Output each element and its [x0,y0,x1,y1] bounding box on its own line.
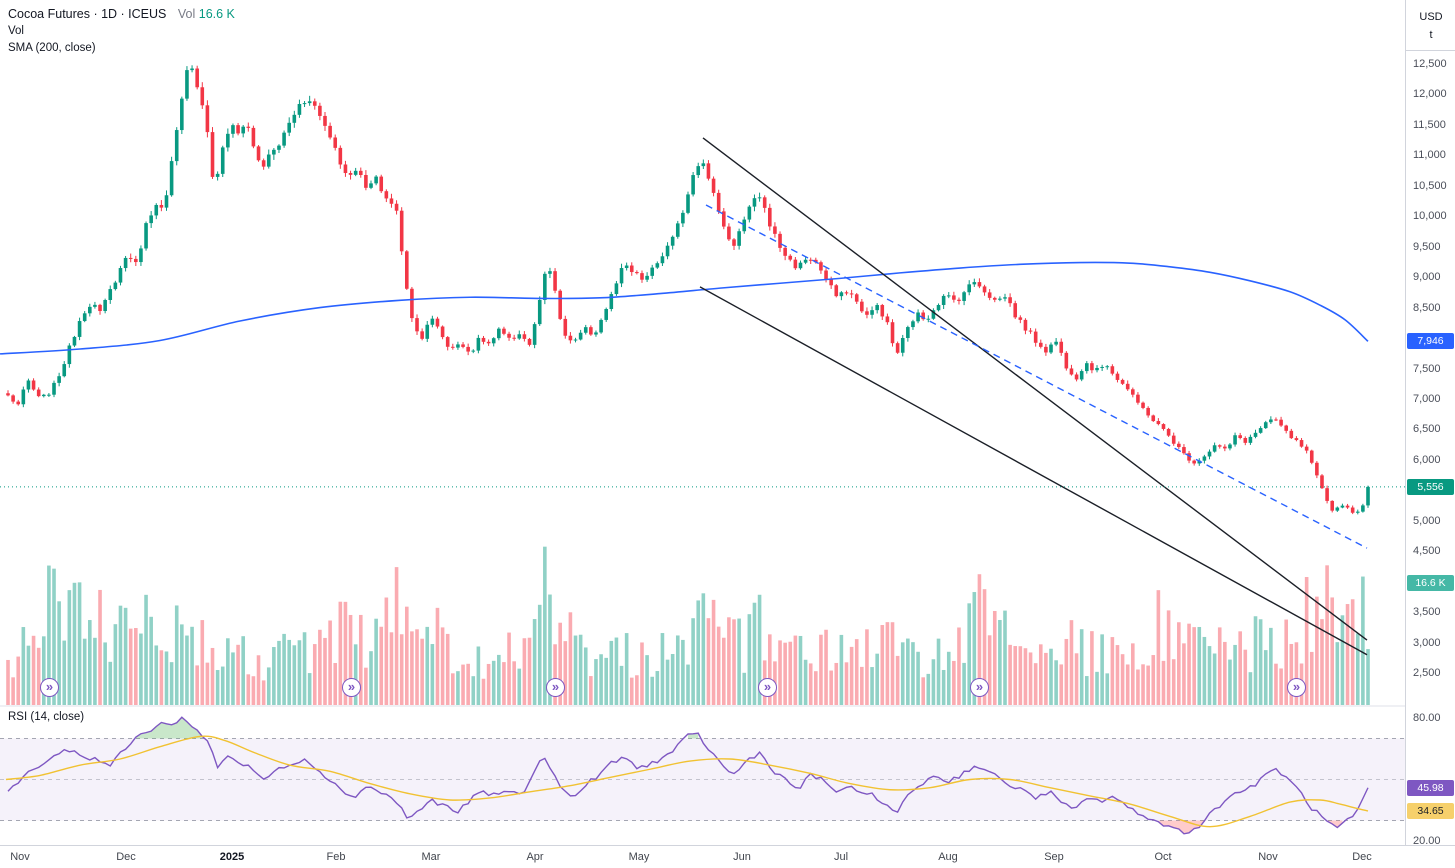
chart-canvas[interactable] [0,0,1405,845]
price-axis[interactable]: USD t 12,500 12,000 11,500 11,000 10,500 10,0… [1405,0,1455,847]
time-axis-label: Jun [733,851,751,863]
price-axis-label: 8,500 [1413,301,1441,314]
rsi-axis-label: 20.00 [1413,835,1441,847]
axis-unit-currency: USD [1419,11,1443,23]
time-axis-label: May [628,851,650,863]
time-axis-label: Feb [326,851,346,863]
price-axis-label: 5,000 [1413,514,1441,527]
price-axis-label: 11,000 [1413,149,1446,162]
price-axis-label: 12,000 [1413,88,1447,101]
price-axis-label: 6,500 [1413,423,1441,436]
rsi-ma-line [5,735,1369,828]
replay-marker-icon[interactable]: » [40,678,59,697]
legend-main-row: Cocoa Futures · 1D · ICEUS Vol 16.6 K [8,6,235,22]
volume-readout-label: Vol [177,7,196,21]
trend-channel [699,137,1368,656]
price-axis-label: 10,000 [1413,210,1447,223]
replay-marker-icon[interactable]: » [546,678,565,697]
chart-legend: Cocoa Futures · 1D · ICEUS Vol 16.6 K Vo… [8,6,235,56]
time-axis[interactable]: Nov Dec 2025 Feb Mar Apr May Jun Jul Aug Sep Oct Nov… [0,845,1455,868]
volume-readout-value: 16.6 K [198,7,235,21]
price-axis-label: 7,500 [1413,362,1441,375]
price-axis-label: 9,000 [1413,271,1441,284]
time-axis-label: Dec [1352,851,1372,863]
axis-value-badge: 34.65 [1407,802,1454,819]
time-axis-label: 2025 [219,851,245,863]
volume-indicator-legend[interactable]: Vol [8,25,24,37]
price-axis-label: 11,500 [1413,118,1446,131]
chart-area[interactable]: Cocoa Futures · 1D · ICEUS Vol 16.6 K Vo… [0,0,1405,845]
time-axis-label: Nov [1258,851,1278,863]
replay-marker-icon[interactable]: » [758,678,777,697]
sma-indicator-legend[interactable]: SMA (200, close) [8,42,96,54]
rsi-band [0,738,1405,821]
price-axis-label: 9,500 [1413,240,1441,253]
replay-marker-icon[interactable]: » [342,678,361,697]
axis-value-badge: 5,556 [1407,478,1454,495]
time-axis-label: Dec [116,851,136,863]
time-axis-label: Apr [526,851,544,863]
replay-marker-icon[interactable]: » [970,678,989,697]
symbol-title[interactable]: Cocoa Futures · 1D · ICEUS [8,7,167,21]
time-axis-label: Aug [938,851,958,863]
price-axis-label: 4,500 [1413,545,1441,558]
rsi-line [7,716,1369,835]
time-axis-label: Oct [1154,851,1172,863]
price-axis-label: 10,500 [1413,179,1447,192]
axis-unit-header: USD t [1406,0,1455,51]
volume-series [6,546,1370,705]
candlestick-series [6,65,1370,515]
replay-marker-icon[interactable]: » [1287,678,1306,697]
time-axis-label: Sep [1044,851,1064,863]
axis-value-badge: 16.6 K [1407,575,1454,591]
sma-200-line [0,261,1369,355]
axis-unit-measure: t [1429,29,1433,41]
rsi-indicator-legend[interactable]: RSI (14, close) [8,711,85,723]
price-axis-label: 3,500 [1413,606,1441,619]
price-axis-label: 3,000 [1413,636,1441,649]
time-axis-label: Jul [833,851,849,863]
axis-value-badge: 45.98 [1407,779,1454,796]
time-axis-label: Mar [421,851,441,863]
price-axis-label: 6,000 [1413,453,1441,466]
time-axis-label: Nov [10,851,30,863]
axis-value-badge: 7,946 [1407,333,1454,350]
price-axis-label: 7,000 [1413,392,1441,405]
rsi-axis-label: 80.00 [1413,712,1441,724]
price-axis-label: 2,500 [1413,667,1441,679]
price-axis-label: 12,500 [1413,58,1447,70]
